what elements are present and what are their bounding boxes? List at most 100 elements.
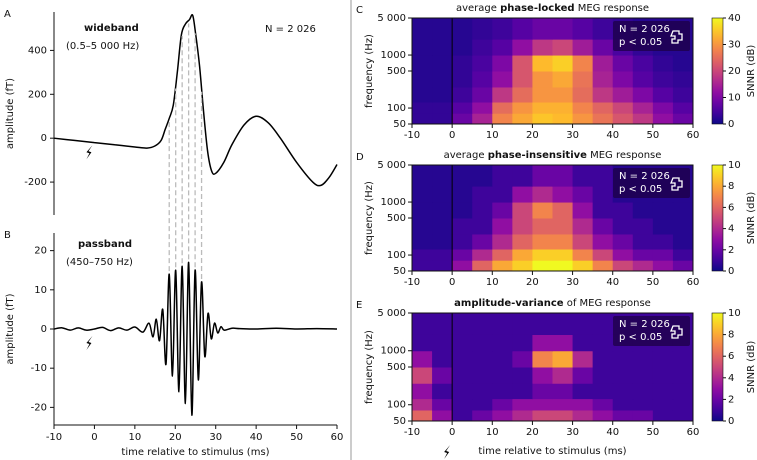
heatmap-cell (432, 334, 453, 352)
heatmap-cell (672, 367, 694, 384)
heatmap-cell (632, 350, 654, 368)
x-tick-label: 10 (486, 277, 499, 288)
heatmap (412, 313, 694, 422)
annotation: wideband (84, 23, 139, 34)
y-tick-label: 50 (393, 266, 406, 277)
heatmap-cell (672, 202, 694, 219)
heatmap-cell (632, 113, 654, 125)
heatmap-cell (592, 398, 614, 411)
heatmap-cell (472, 350, 493, 368)
heatmap-cell (492, 86, 513, 103)
heatmap-cell (572, 409, 594, 422)
legend-text: p < 0.05 (619, 37, 662, 48)
heatmap-cell (652, 202, 674, 219)
heatmap-cell (532, 39, 553, 56)
heatmap-cell (652, 55, 674, 72)
legend-text: N = 2 026 (619, 319, 670, 330)
x-tick-label: 40 (250, 432, 263, 443)
x-tick-label: 60 (687, 427, 700, 438)
heatmap-cell (532, 218, 553, 235)
legend-contour-icon (670, 325, 683, 339)
colorbar-tick-label: 6 (728, 202, 734, 213)
heatmap-cell (532, 313, 553, 335)
heatmap-cell (492, 350, 513, 368)
heatmap-cell (632, 71, 654, 88)
colorbar-tick-label: 0 (728, 266, 734, 277)
heatmap-cell (532, 71, 553, 88)
heatmap-cell (532, 18, 553, 40)
heatmap-cell (492, 409, 513, 422)
title-part: MEG response (587, 150, 661, 161)
heatmap-cell (592, 165, 614, 187)
heatmap-cell (432, 383, 453, 400)
heatmap-cell (672, 409, 694, 422)
legend-box (613, 316, 690, 346)
heatmap-cell (652, 113, 674, 125)
heatmap-cell (632, 367, 654, 384)
line-series (53, 261, 338, 416)
heatmap-cell (552, 398, 574, 411)
heatmap-cell (572, 86, 594, 103)
heatmap-cell (432, 202, 453, 219)
panel-letter: C (356, 5, 363, 16)
stimulus-marker (86, 336, 93, 350)
heatmap-cell (672, 102, 694, 114)
heatmap-cell (492, 313, 513, 335)
panel-letter: D (356, 152, 364, 163)
heatmap-cell (612, 350, 634, 368)
heatmap-cell (652, 350, 674, 368)
x-axis-label: time relative to stimulus (ms) (121, 447, 269, 458)
heatmap-cell (452, 202, 473, 219)
x-tick-label: 10 (486, 130, 499, 141)
heatmap-cell (572, 218, 594, 235)
heatmap-cell (552, 18, 574, 40)
heatmap-cell (632, 260, 654, 272)
heatmap-cell (652, 383, 674, 400)
colorbar-label: SNNR (dB) (746, 341, 757, 394)
heatmap-cell (612, 260, 634, 272)
heatmap-cell (472, 249, 493, 261)
heatmap-cell (552, 233, 574, 250)
y-axis-label: frequency (Hz) (364, 34, 375, 108)
heatmap-cell (512, 39, 533, 56)
legend-contour-icon (670, 30, 683, 44)
heatmap-cell (452, 102, 473, 114)
heatmap-cell (632, 409, 654, 422)
legend-box (613, 168, 690, 198)
heatmap-cell (412, 102, 433, 114)
heatmap-cell (552, 334, 574, 352)
colorbar-tick-label: 40 (728, 13, 741, 24)
x-tick-label: 20 (169, 432, 182, 443)
heatmap-cell (572, 39, 594, 56)
y-axis-label: amplitude (fT) (5, 293, 16, 364)
chart-title: amplitude-variance of MEG response (454, 298, 651, 309)
y-tick-label: 100 (387, 250, 406, 261)
heatmap-cell (592, 71, 614, 88)
heatmap-cell (492, 367, 513, 384)
heatmap-cell (412, 383, 433, 400)
heatmap-cell (552, 367, 574, 384)
heatmap-cell (512, 334, 533, 352)
heatmap-cell (432, 55, 453, 72)
heatmap-cell (532, 55, 553, 72)
heatmap-cell (572, 113, 594, 125)
heatmap-cell (592, 102, 614, 114)
heatmap-cell (412, 18, 433, 40)
heatmap-cell (652, 233, 674, 250)
legend-text: N = 2 026 (619, 171, 670, 182)
heatmap-cell (472, 334, 493, 352)
heatmap-cell (652, 102, 674, 114)
colorbar-tick-label: 2 (728, 245, 734, 256)
heatmap-cell (552, 71, 574, 88)
y-tick-label: -200 (24, 177, 47, 188)
heatmap-cell (592, 409, 614, 422)
heatmap-cell (572, 260, 594, 272)
y-tick-label: 200 (28, 89, 47, 100)
heatmap-cell (452, 334, 473, 352)
panel-letter: A (4, 9, 11, 20)
heatmap-cell (472, 233, 493, 250)
x-axis-label: time relative to stimulus (ms) (478, 446, 626, 457)
heatmap-cell (512, 55, 533, 72)
heatmap-cell (452, 367, 473, 384)
